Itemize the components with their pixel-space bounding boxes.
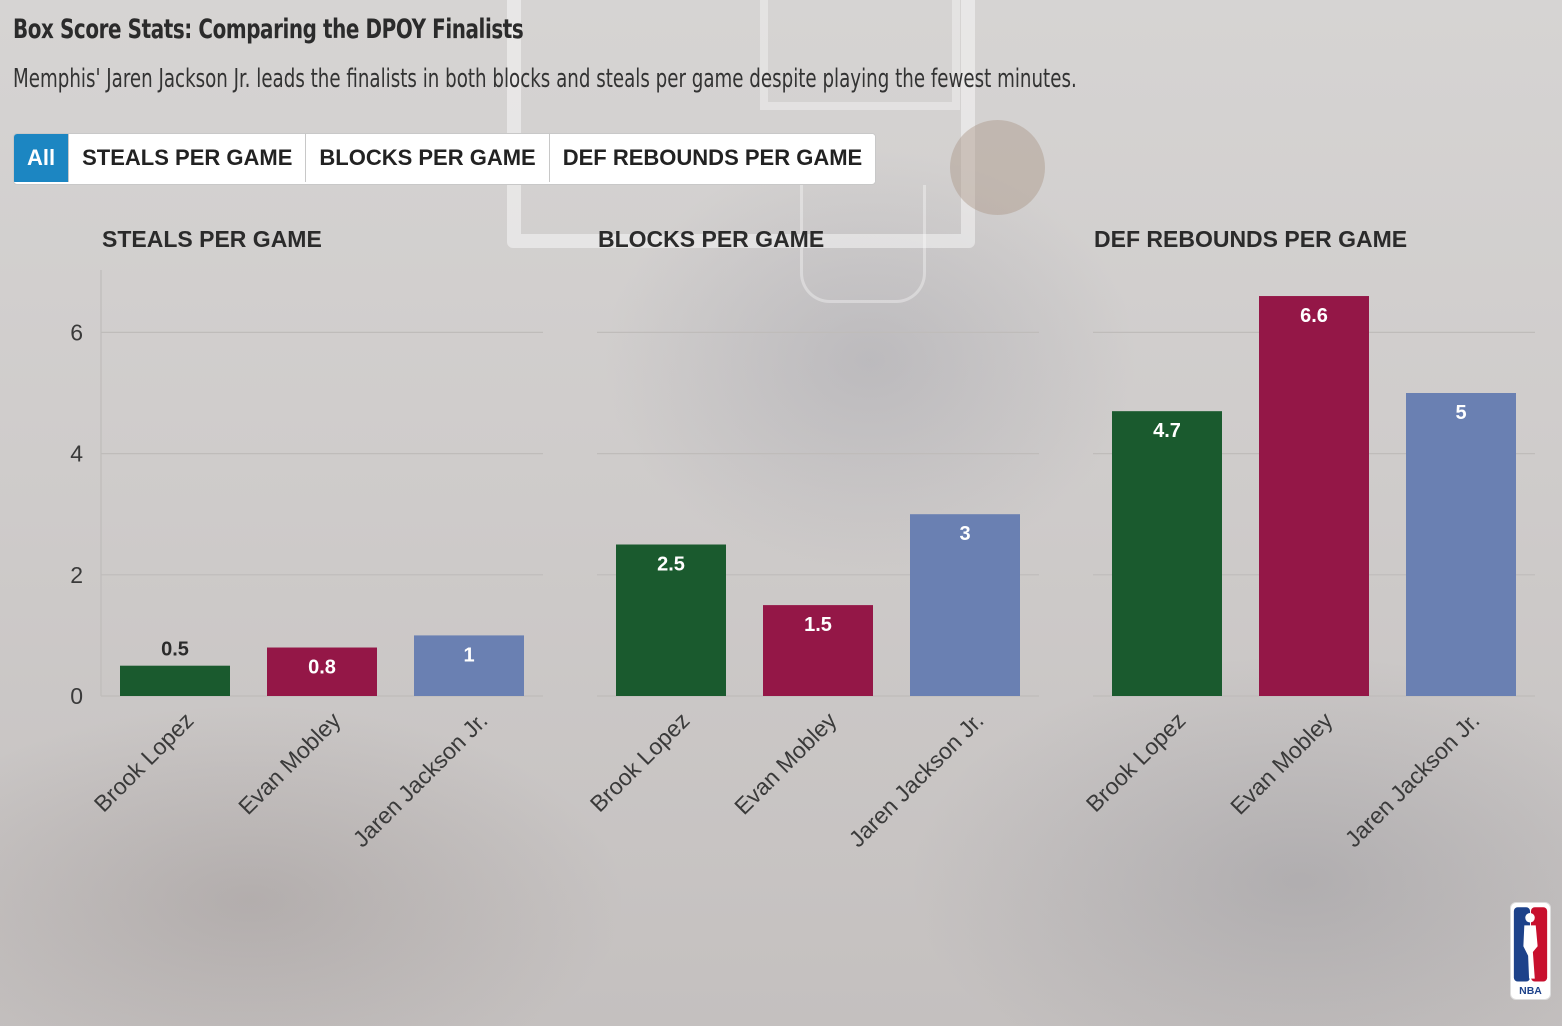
bar-steals-per-game-jaren-jackson-jr[interactable] <box>414 635 524 696</box>
bar-blocks-per-game-jaren-jackson-jr[interactable] <box>910 514 1020 696</box>
bar-def-rebounds-per-game-jaren-jackson-jr[interactable] <box>1406 393 1516 696</box>
tab-def-rebounds-per-game[interactable]: DEF REBOUNDS PER GAME <box>549 134 876 182</box>
data-label: 1.5 <box>804 614 832 636</box>
panel-title-steals-per-game: STEALS PER GAME <box>102 226 322 252</box>
tab-blocks-per-game[interactable]: BLOCKS PER GAME <box>306 134 550 182</box>
data-label: 5 <box>1455 402 1466 424</box>
bar-blocks-per-game-evan-mobley[interactable] <box>763 605 873 696</box>
data-label: 0.5 <box>161 639 189 661</box>
bar-steals-per-game-brook-lopez[interactable] <box>120 665 230 696</box>
category-label: Evan Mobley <box>729 707 842 820</box>
data-label: 4.7 <box>1153 420 1181 442</box>
tab-all[interactable]: All <box>14 134 70 182</box>
panel-title-def-rebounds-per-game: DEF REBOUNDS PER GAME <box>1094 226 1407 252</box>
chart-title: Box Score Stats: Comparing the DPOY Fina… <box>13 14 524 45</box>
nba-logo: NBA <box>1510 902 1551 1000</box>
data-label: 2.5 <box>657 554 685 576</box>
category-label: Brook Lopez <box>1081 707 1191 817</box>
filter-tabs: All STEALS PER GAME BLOCKS PER GAME DEF … <box>13 133 877 185</box>
panel-title-blocks-per-game: BLOCKS PER GAME <box>598 226 824 252</box>
data-label: 1 <box>463 644 474 666</box>
data-label: 3 <box>959 523 970 545</box>
bar-steals-per-game-evan-mobley[interactable] <box>267 647 377 696</box>
category-label: Brook Lopez <box>585 707 695 817</box>
data-label: 6.6 <box>1300 305 1328 327</box>
category-label: Brook Lopez <box>89 707 199 817</box>
backboard-inner-shape <box>760 0 960 110</box>
y-tick-label: 6 <box>70 319 83 345</box>
category-label: Jaren Jackson Jr. <box>844 707 989 852</box>
nba-logo-text: NBA <box>1519 986 1542 997</box>
y-tick-label: 0 <box>70 683 83 709</box>
category-label: Jaren Jackson Jr. <box>1340 707 1485 852</box>
y-tick-label: 2 <box>70 562 83 588</box>
category-label: Jaren Jackson Jr. <box>348 707 493 852</box>
category-label: Evan Mobley <box>233 707 346 820</box>
tab-steals-per-game[interactable]: STEALS PER GAME <box>69 134 307 182</box>
basketball-shape <box>950 120 1045 215</box>
y-tick-label: 4 <box>70 441 83 467</box>
bar-def-rebounds-per-game-brook-lopez[interactable] <box>1112 411 1222 696</box>
chart-subtitle: Memphis' Jaren Jackson Jr. leads the fin… <box>13 64 1077 94</box>
category-label: Evan Mobley <box>1225 707 1338 820</box>
bar-blocks-per-game-brook-lopez[interactable] <box>616 544 726 697</box>
bar-def-rebounds-per-game-evan-mobley[interactable] <box>1259 296 1369 696</box>
backboard-shape <box>507 0 975 248</box>
hoop-net-shape <box>800 185 926 303</box>
data-label: 0.8 <box>308 657 336 679</box>
